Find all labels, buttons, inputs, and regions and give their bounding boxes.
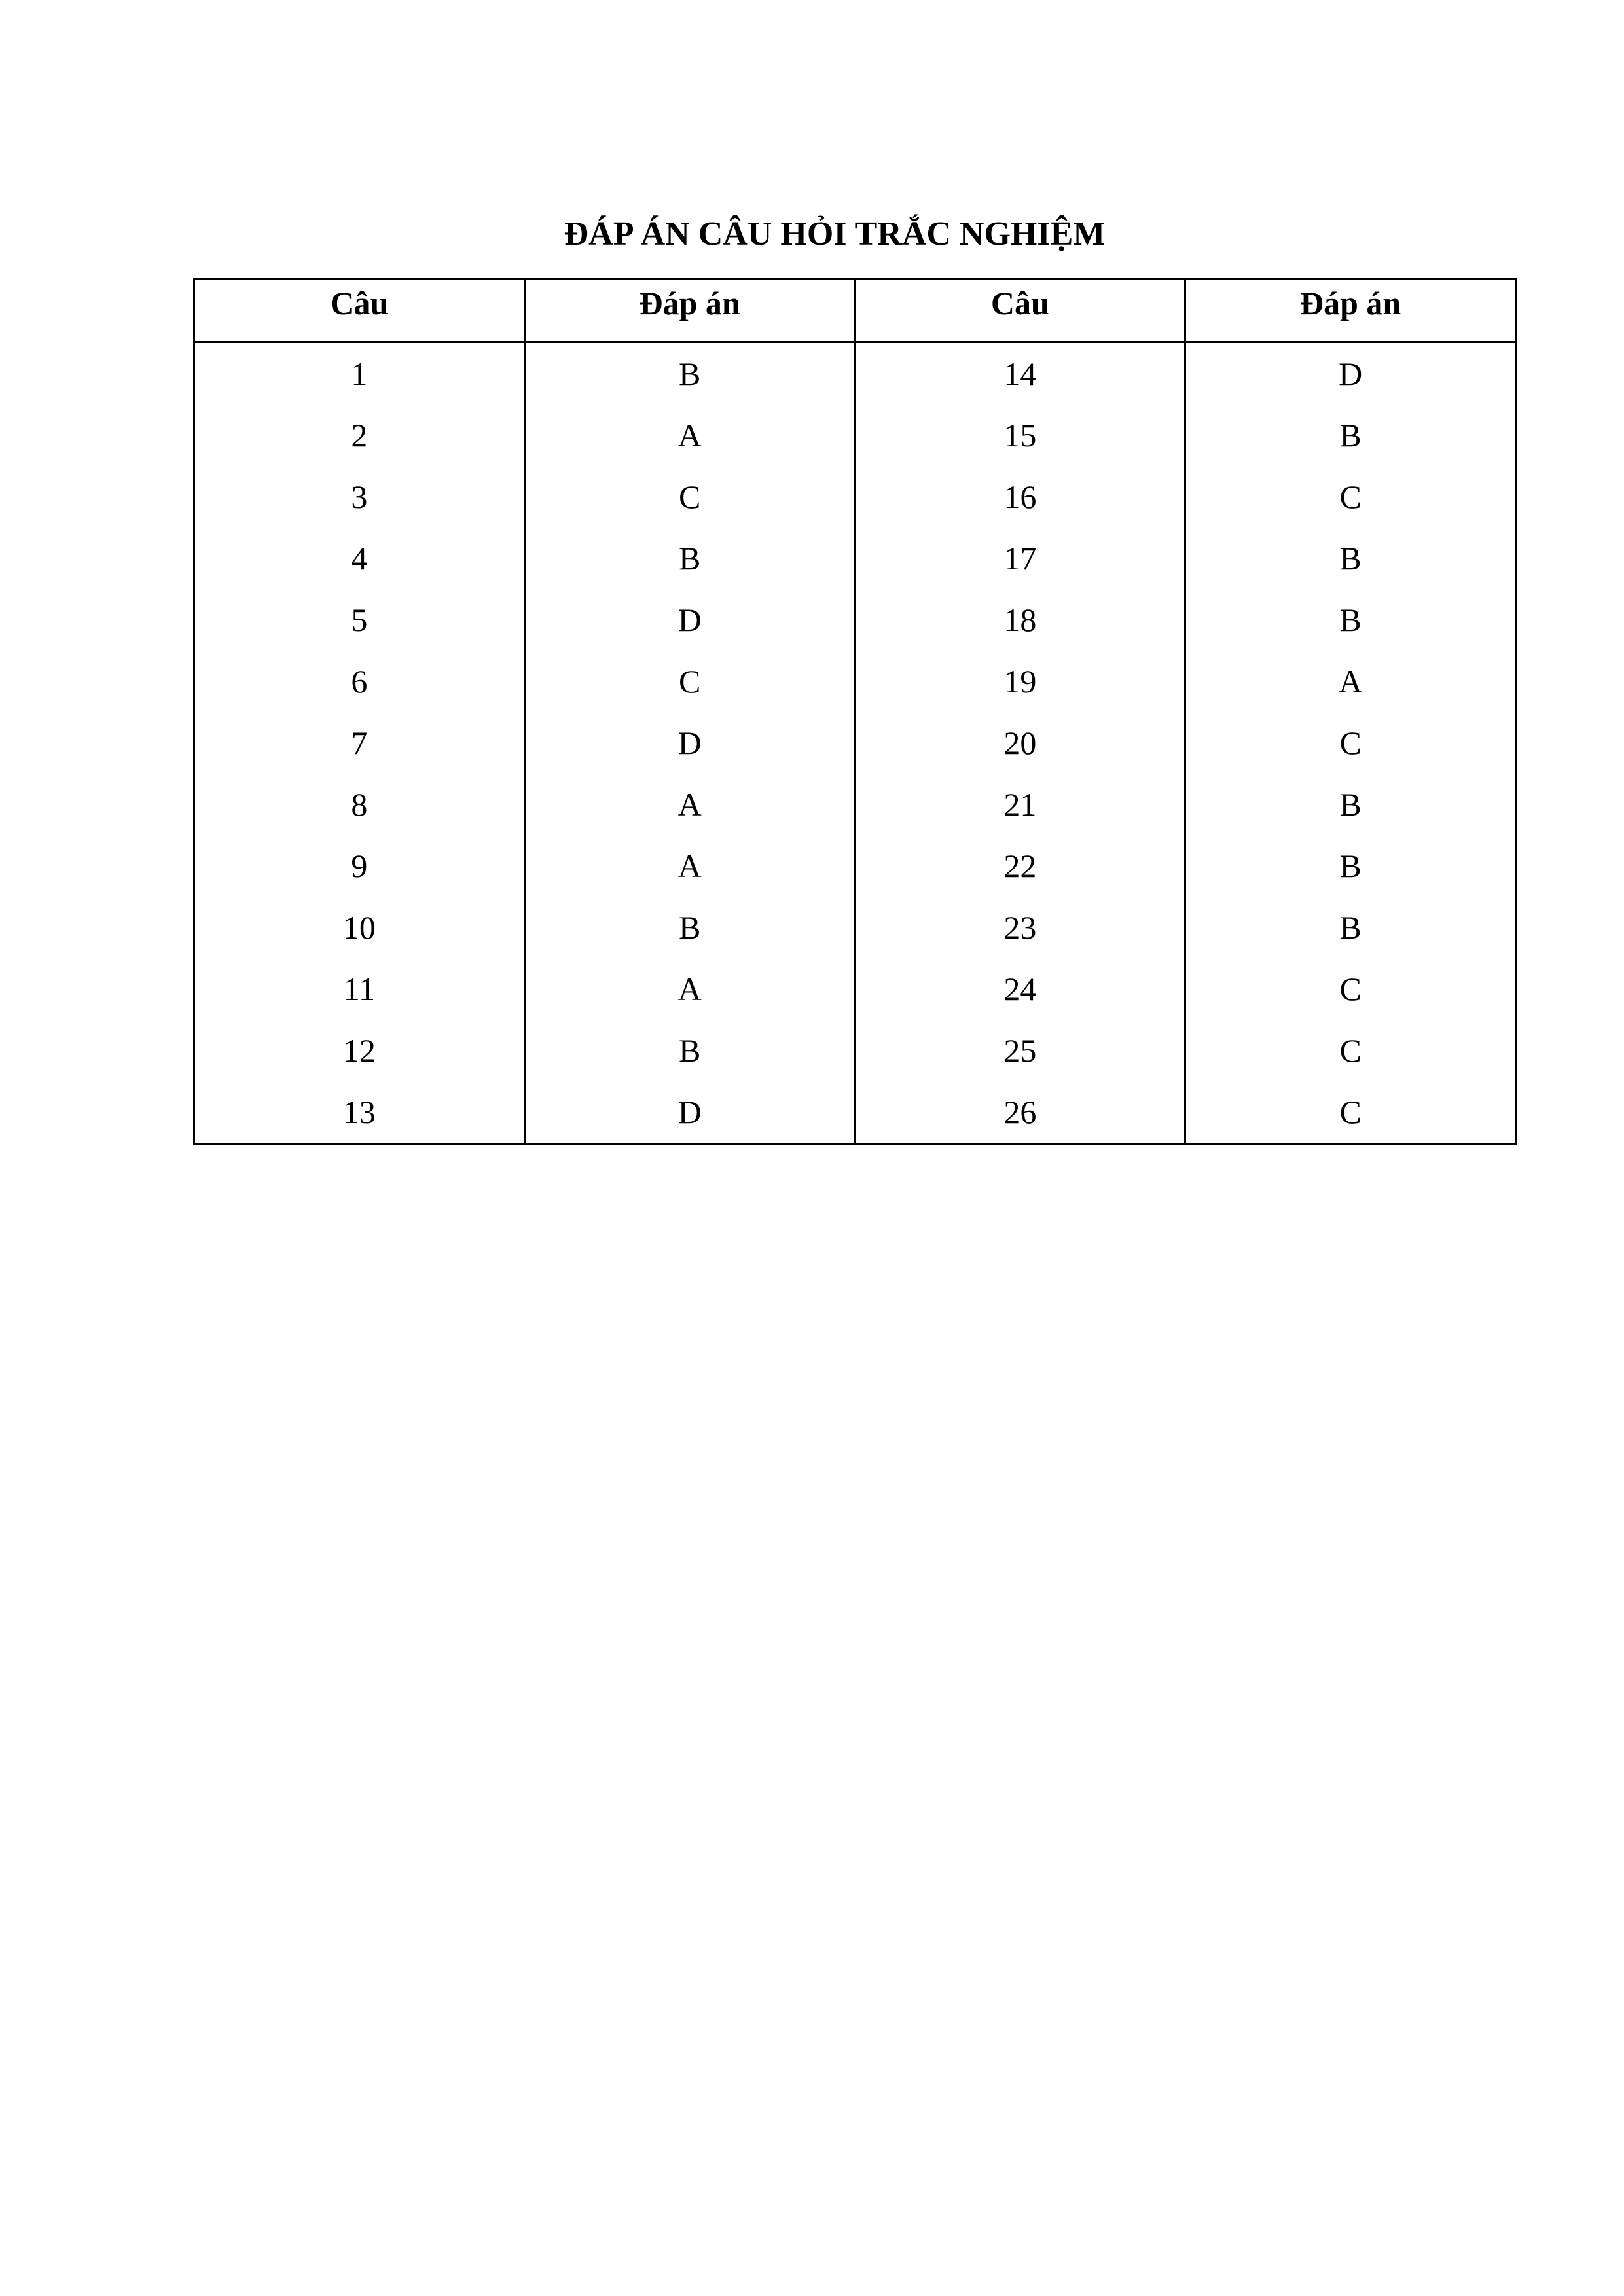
answer-letter: B (1184, 404, 1517, 466)
answer-letter: B (523, 897, 856, 958)
table-row: 11 A 24 C (193, 958, 1517, 1020)
question-number: 23 (854, 897, 1187, 958)
question-number: 2 (193, 404, 526, 466)
question-number: 25 (854, 1020, 1187, 1081)
question-number: 12 (193, 1020, 526, 1081)
question-number: 17 (854, 528, 1187, 589)
question-number: 7 (193, 712, 526, 774)
answer-letter: A (523, 774, 856, 835)
question-number: 8 (193, 774, 526, 835)
question-number: 4 (193, 528, 526, 589)
answer-letter: D (523, 712, 856, 774)
answer-letter: C (1184, 1020, 1517, 1081)
header-answer: Đáp án (523, 278, 856, 343)
answer-letter: B (1184, 835, 1517, 897)
answer-letter: C (523, 466, 856, 528)
answer-letter: C (1184, 712, 1517, 774)
table-row: 2 A 15 B (193, 404, 1517, 466)
answer-letter: C (523, 651, 856, 712)
answer-letter: C (1184, 466, 1517, 528)
answer-letter: C (1184, 958, 1517, 1020)
question-number: 11 (193, 958, 526, 1020)
question-number: 10 (193, 897, 526, 958)
question-number: 22 (854, 835, 1187, 897)
answer-letter: B (1184, 774, 1517, 835)
table-row: 7 D 20 C (193, 712, 1517, 774)
table-row: 9 A 22 B (193, 835, 1517, 897)
question-number: 16 (854, 466, 1187, 528)
answer-letter: A (523, 404, 856, 466)
answer-letter: B (1184, 897, 1517, 958)
question-number: 20 (854, 712, 1187, 774)
table-row: 13 D 26 C (193, 1081, 1517, 1145)
table-row: 1 B 14 D (193, 342, 1517, 404)
question-number: 15 (854, 404, 1187, 466)
page-title: ĐÁP ÁN CÂU HỎI TRẮC NGHIỆM (564, 215, 1106, 253)
question-number: 14 (854, 342, 1187, 404)
header-question: Câu (854, 278, 1187, 343)
table-row: 8 A 21 B (193, 774, 1517, 835)
header-question: Câu (193, 278, 526, 343)
question-number: 19 (854, 651, 1187, 712)
table-row: 5 D 18 B (193, 589, 1517, 651)
answer-letter: A (523, 835, 856, 897)
answer-letter: D (1184, 342, 1517, 404)
answer-letter: B (523, 1020, 856, 1081)
table-row: 12 B 25 C (193, 1020, 1517, 1081)
answer-table: Câu Đáp án Câu Đáp án 1 B 14 D 2 A 15 B 3 C 16 C 4 B 17 B 5… (193, 278, 1517, 1145)
question-number: 3 (193, 466, 526, 528)
answer-letter: B (1184, 528, 1517, 589)
header-row: Câu Đáp án Câu Đáp án (193, 278, 1517, 343)
answer-letter: B (523, 342, 856, 404)
answer-letter: D (523, 589, 856, 651)
answer-letter: B (1184, 589, 1517, 651)
question-number: 24 (854, 958, 1187, 1020)
question-number: 9 (193, 835, 526, 897)
question-number: 5 (193, 589, 526, 651)
answer-letter: D (523, 1081, 856, 1145)
table-row: 6 C 19 A (193, 651, 1517, 712)
question-number: 26 (854, 1081, 1187, 1145)
question-number: 1 (193, 342, 526, 404)
header-answer: Đáp án (1184, 278, 1517, 343)
answer-letter: B (523, 528, 856, 589)
table-row: 10 B 23 B (193, 897, 1517, 958)
question-number: 6 (193, 651, 526, 712)
question-number: 21 (854, 774, 1187, 835)
answer-letter: C (1184, 1081, 1517, 1145)
table-row: 4 B 17 B (193, 528, 1517, 589)
question-number: 13 (193, 1081, 526, 1145)
question-number: 18 (854, 589, 1187, 651)
answer-letter: A (1184, 651, 1517, 712)
table-row: 3 C 16 C (193, 466, 1517, 528)
answer-letter: A (523, 958, 856, 1020)
